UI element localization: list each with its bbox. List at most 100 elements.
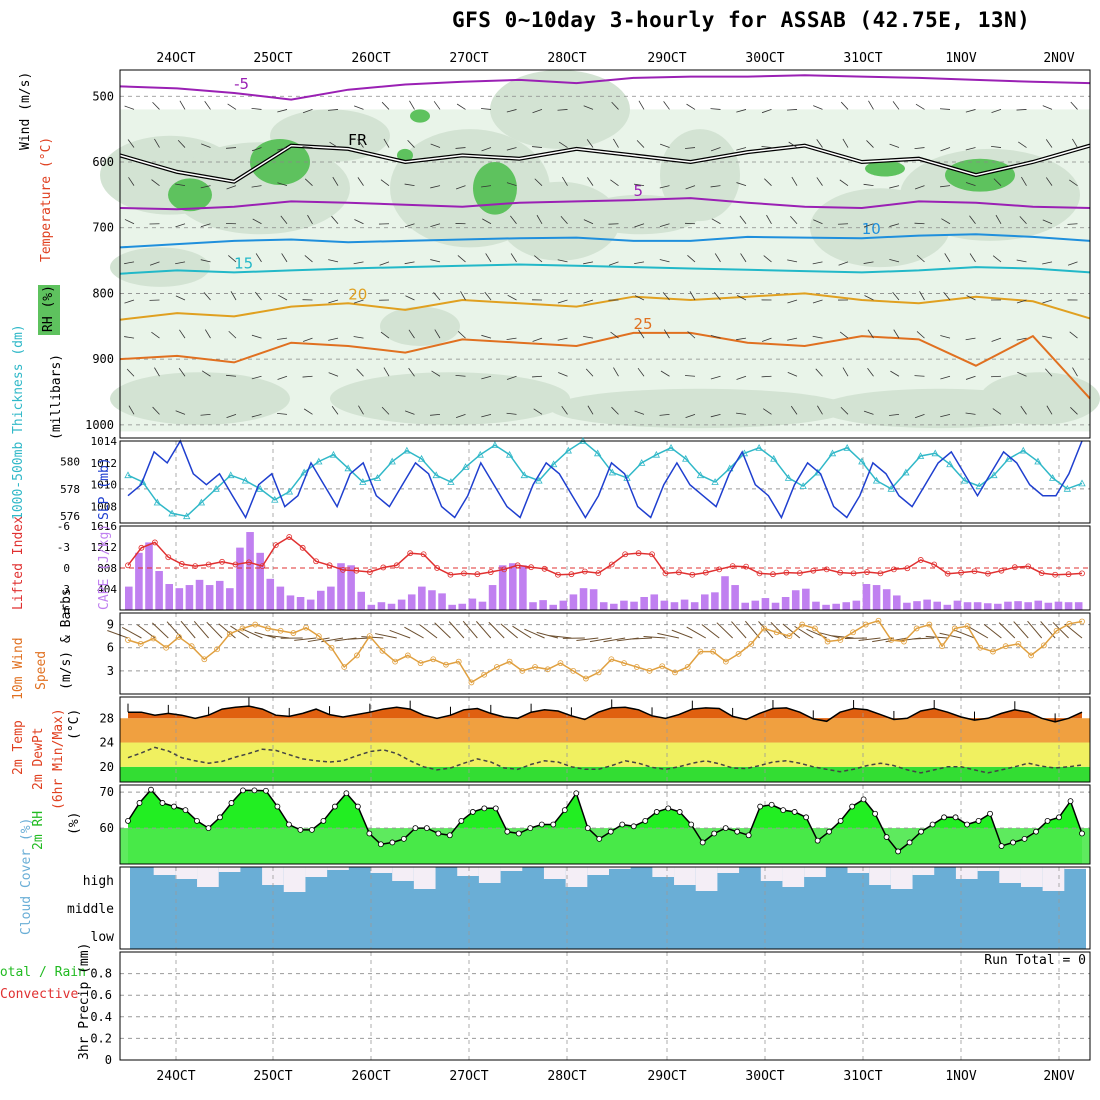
wind-barb [404,410,415,415]
rh-shade-mid [490,70,630,149]
wind10m-barb [500,623,518,639]
rh2m-line-point [642,818,649,824]
cape-bar [246,532,254,610]
thickness-line-point [520,471,528,479]
lifted-index-line-point [528,564,534,571]
wind-barb [1042,261,1053,265]
wind-barb [303,408,313,415]
wind-barb [659,185,670,189]
wind-barb [534,255,543,263]
rh2m-line-point [745,832,752,839]
cape-bar [428,590,436,610]
thickness-line-point [960,476,969,484]
thickness-line-point [638,459,646,466]
rh2m-line-point [1021,835,1028,842]
temperature-contour-10 [119,233,1091,249]
cape-bar [226,588,234,610]
wind-barb [302,146,313,148]
wind-barb [532,146,543,148]
wind-barb [663,329,670,339]
wind-barb [201,370,211,377]
cape-bar [721,576,729,610]
thickness-line-point [549,460,558,468]
thickness-line-point [711,478,719,485]
wind-barb [329,141,339,148]
wind-barb [660,370,670,377]
wind-barb [966,295,976,301]
cloud-high-gap [587,867,609,875]
bottom-date-tick: 28OCT [547,1069,586,1084]
wind-barb [484,291,492,301]
thickness-line-point [799,482,807,489]
cape-bar [165,584,173,610]
wind-barb [175,261,186,265]
lifted-index-line-point [246,559,252,566]
lifted-index-line-point [165,554,172,561]
wind-barb [457,255,466,263]
wind-barb [151,179,160,186]
rh2m-line-point [607,828,614,835]
wind10m-barb [643,636,666,639]
wind-barb [839,179,849,186]
wind-barb [430,223,441,228]
thickness-line-point [990,471,998,479]
wind-barb [534,178,543,186]
wind-barb [837,223,849,225]
cape-bar [418,586,426,610]
wind10m-speed-line-point [799,621,806,628]
lifted-index-line-point [689,571,696,578]
top-date-tick: 30OCT [745,51,784,66]
wind-barb [736,375,747,380]
lifted-index-line-point [850,570,857,577]
slp-frame [119,440,1091,524]
rh2m-line-point [803,814,810,821]
cape-bar [994,603,1002,610]
wind10m-speed-line-point [811,625,818,632]
cloud-high-gap [717,867,740,873]
wind10m-speed-line-point [404,652,411,659]
rh2m-line-point [286,821,292,828]
wind-barb [175,295,186,301]
top-date-tick: 25OCT [253,51,292,66]
wind-barb [430,185,441,189]
wind-barb [1045,177,1053,186]
bottom-date-tick: 25OCT [253,1069,292,1084]
cape-bar [438,593,446,610]
cloud-high-gap [674,867,696,885]
cloud-level-label: high [83,874,114,889]
rh2m-line-point [320,818,327,824]
thickness-line-point [608,468,617,476]
wind10m-speed-line-point [939,643,945,650]
cloud-high-gap [305,867,328,877]
cloud-high-gap [478,867,501,883]
wind-barb [1042,219,1053,225]
cape-bar [731,585,739,610]
wind-barb [611,101,619,110]
wind-barb [179,329,186,339]
wind-barb [353,299,364,304]
wind-barb [763,255,772,263]
cape-bar [832,603,840,610]
wind-barb [663,101,670,110]
precip-tick: 0.6 [90,988,112,1002]
lifted-index-line-point [796,570,803,577]
temp-frame [119,696,1091,783]
wind-barb [383,138,390,148]
lifted-index-line-point [595,570,602,577]
wind-barb [200,185,211,189]
cloud-high-gap [955,867,978,879]
wind-barb [914,147,925,149]
wind-barb [687,331,696,339]
wind-barb [228,330,237,339]
rh2m-line-point [159,800,166,806]
wind-barb [813,219,823,225]
wind10m-barb [686,626,707,639]
cape-bar [256,552,264,610]
rh2m-line-point [872,810,879,817]
wind-barb [812,299,823,304]
lifted-index-line-point [904,565,911,572]
lifted-index-line-point [917,557,924,563]
temp-band-green [120,766,1090,782]
thickness-tick: 578 [60,483,80,496]
cape-bar [539,600,547,610]
